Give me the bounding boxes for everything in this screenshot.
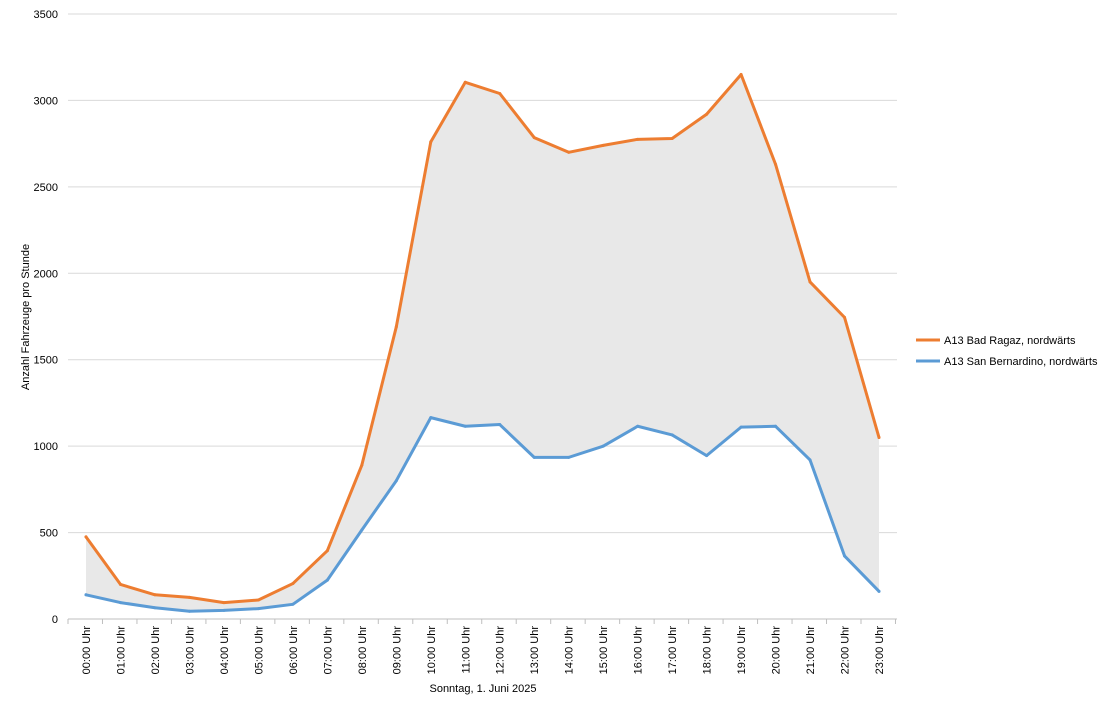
data-point <box>843 554 847 558</box>
x-tick-label: 19:00 Uhr <box>736 626 748 675</box>
data-point <box>808 280 812 284</box>
x-tick-label: 18:00 Uhr <box>702 626 714 675</box>
area-between-series <box>86 74 879 612</box>
data-point <box>84 535 88 539</box>
x-tick-label: 22:00 Uhr <box>840 626 852 675</box>
data-point <box>394 479 398 483</box>
data-point <box>567 150 571 154</box>
data-point <box>325 549 329 553</box>
data-point <box>429 416 433 420</box>
data-point <box>739 425 743 429</box>
data-point <box>670 136 674 140</box>
data-point <box>118 582 122 586</box>
x-tick-label: 10:00 Uhr <box>426 626 438 675</box>
data-point <box>567 455 571 459</box>
data-point <box>187 595 191 599</box>
x-tick-label: 04:00 Uhr <box>219 626 231 675</box>
data-point <box>291 602 295 606</box>
x-tick-label: 14:00 Uhr <box>564 626 576 675</box>
x-tick-label: 00:00 Uhr <box>81 626 93 675</box>
y-tick-label: 500 <box>40 528 58 540</box>
data-point <box>705 112 709 116</box>
data-point <box>256 598 260 602</box>
y-axis-title: Anzahl Fahrzeuge pro Stunde <box>20 244 32 390</box>
x-tick-label: 20:00 Uhr <box>771 626 783 675</box>
data-point <box>498 92 502 96</box>
data-point <box>360 528 364 532</box>
y-tick-label: 3500 <box>34 9 58 21</box>
data-point <box>498 423 502 427</box>
x-tick-label: 17:00 Uhr <box>667 626 679 675</box>
label-layer: 0 500 1000 1500 2000 2500 3000 3500 00:00 Uhr 01:… <box>34 9 886 674</box>
data-point <box>636 137 640 141</box>
data-point <box>877 436 881 439</box>
data-point <box>532 136 536 140</box>
axis-layer <box>67 618 897 624</box>
x-axis-title: Sonntag, 1. Juni 2025 <box>429 683 536 695</box>
legend: A13 Bad Ragaz, nordwärts A13 San Bernardi… <box>916 335 1098 368</box>
legend-label: A13 San Bernardino, nordwärts <box>944 356 1098 368</box>
x-tick-label: 23:00 Uhr <box>874 626 886 675</box>
data-point <box>670 433 674 437</box>
x-tick-label: 11:00 Uhr <box>460 626 472 674</box>
data-point <box>601 444 605 448</box>
x-tick-label: 15:00 Uhr <box>598 626 610 675</box>
data-point <box>325 578 329 582</box>
y-tick-label: 2500 <box>34 182 58 194</box>
y-tick-label: 1000 <box>34 441 58 453</box>
x-tick-label: 21:00 Uhr <box>805 626 817 675</box>
series-layer <box>84 73 881 613</box>
data-point <box>636 424 640 428</box>
area-layer <box>86 74 879 612</box>
data-point <box>739 73 743 76</box>
data-point <box>774 162 778 166</box>
legend-label: A13 Bad Ragaz, nordwärts <box>944 335 1076 347</box>
y-tick-label: 1500 <box>34 355 58 367</box>
series-line-2 <box>84 416 881 613</box>
data-point <box>360 463 364 467</box>
x-tick-label: 02:00 Uhr <box>150 626 162 675</box>
y-tick-label: 0 <box>52 614 58 626</box>
data-point <box>808 458 812 462</box>
x-tick-label: 01:00 Uhr <box>115 626 127 675</box>
x-tick-label: 12:00 Uhr <box>495 626 507 675</box>
data-point <box>843 315 847 319</box>
data-point <box>463 80 467 84</box>
data-point <box>256 607 260 611</box>
x-tick-label: 09:00 Uhr <box>391 626 403 675</box>
x-tick-label: 13:00 Uhr <box>529 626 541 675</box>
data-point <box>601 143 605 147</box>
data-point <box>84 593 88 597</box>
y-tick-label: 2000 <box>34 268 58 280</box>
data-point <box>877 589 881 593</box>
data-point <box>187 609 191 613</box>
data-point <box>429 140 433 144</box>
x-tick-label: 03:00 Uhr <box>184 626 196 675</box>
series-line-1 <box>84 73 881 605</box>
data-point <box>118 601 122 605</box>
data-point <box>463 424 467 428</box>
data-point <box>153 593 157 597</box>
y-tick-label: 3000 <box>34 95 58 107</box>
data-point <box>222 601 226 605</box>
x-tick-label: 08:00 Uhr <box>357 626 369 675</box>
data-point <box>774 424 778 428</box>
x-tick-label: 05:00 Uhr <box>253 626 265 675</box>
data-point <box>153 606 157 610</box>
data-point <box>705 454 709 458</box>
data-point <box>394 325 398 329</box>
data-point <box>222 608 226 612</box>
data-point <box>291 582 295 586</box>
x-tick-label: 16:00 Uhr <box>633 626 645 675</box>
data-point <box>532 455 536 459</box>
x-tick-label: 06:00 Uhr <box>288 626 300 675</box>
x-tick-label: 07:00 Uhr <box>322 626 334 675</box>
